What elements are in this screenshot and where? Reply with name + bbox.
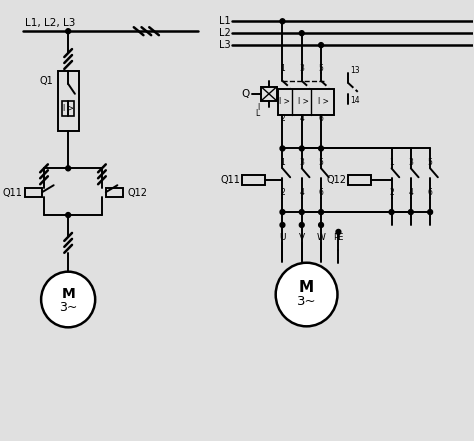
Text: M: M — [299, 280, 314, 295]
Text: 3: 3 — [299, 64, 304, 74]
Circle shape — [319, 209, 323, 214]
Text: 3~: 3~ — [59, 301, 77, 314]
Text: 6: 6 — [319, 114, 323, 123]
Text: PE: PE — [333, 233, 344, 243]
Text: Q12: Q12 — [326, 175, 346, 185]
Text: Q11: Q11 — [220, 175, 240, 185]
Text: 6: 6 — [319, 188, 323, 197]
Text: L1: L1 — [219, 16, 230, 26]
Bar — [63, 101, 74, 116]
Text: I >: I > — [298, 97, 309, 106]
Text: Q1: Q1 — [40, 76, 54, 86]
Text: L: L — [255, 109, 259, 118]
Text: 3: 3 — [299, 158, 304, 167]
Circle shape — [66, 29, 71, 34]
Text: 1: 1 — [389, 158, 394, 167]
Circle shape — [280, 146, 285, 151]
Circle shape — [300, 146, 304, 151]
Text: 1: 1 — [280, 158, 285, 167]
Bar — [57, 71, 79, 131]
Text: Q11: Q11 — [3, 188, 23, 198]
Circle shape — [280, 19, 285, 24]
Text: I >: I > — [63, 104, 73, 113]
Text: W: W — [317, 233, 326, 243]
Text: 5: 5 — [319, 158, 323, 167]
Circle shape — [41, 272, 95, 327]
Text: L2: L2 — [219, 28, 230, 38]
Circle shape — [389, 209, 394, 214]
Text: M: M — [61, 287, 75, 300]
Circle shape — [66, 166, 71, 171]
Text: 4: 4 — [409, 188, 413, 197]
Text: 5: 5 — [428, 158, 433, 167]
Circle shape — [319, 146, 323, 151]
Text: Q: Q — [241, 89, 250, 99]
Circle shape — [300, 31, 304, 36]
Circle shape — [66, 213, 71, 217]
Text: L1, L2, L3: L1, L2, L3 — [25, 18, 75, 28]
Text: I >: I > — [318, 97, 328, 106]
Circle shape — [276, 263, 337, 326]
Bar — [25, 188, 42, 197]
Circle shape — [280, 223, 285, 228]
Text: 2: 2 — [389, 188, 394, 197]
Text: 6: 6 — [428, 188, 433, 197]
Text: 2: 2 — [280, 188, 285, 197]
Circle shape — [336, 229, 341, 235]
Text: 4: 4 — [299, 188, 304, 197]
Text: 3~: 3~ — [297, 295, 316, 308]
Circle shape — [319, 43, 323, 48]
Bar — [242, 175, 265, 185]
Text: L3: L3 — [219, 40, 230, 50]
Bar — [278, 89, 334, 115]
Circle shape — [428, 209, 433, 214]
Text: 4: 4 — [299, 114, 304, 123]
Circle shape — [409, 209, 413, 214]
Circle shape — [319, 223, 323, 228]
Text: V: V — [299, 233, 305, 243]
Text: 5: 5 — [319, 64, 323, 74]
Text: U: U — [279, 233, 286, 243]
Text: 13: 13 — [350, 67, 360, 75]
Text: I: I — [257, 103, 259, 112]
Circle shape — [300, 209, 304, 214]
Text: I >: I > — [279, 97, 290, 106]
Bar — [261, 87, 277, 101]
Bar — [348, 175, 371, 185]
Text: 2: 2 — [280, 114, 285, 123]
Circle shape — [300, 223, 304, 228]
Circle shape — [280, 209, 285, 214]
Text: 14: 14 — [350, 96, 360, 105]
Text: 3: 3 — [409, 158, 413, 167]
Text: 1: 1 — [280, 64, 285, 74]
Text: Q12: Q12 — [127, 188, 147, 198]
Bar — [106, 188, 123, 197]
